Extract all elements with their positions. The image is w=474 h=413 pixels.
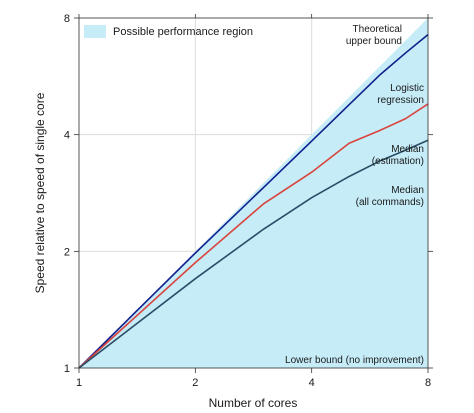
series-line-median-all-commands [78, 139, 429, 369]
annotation-lower-bound: Lower bound (no improvement) [285, 355, 424, 366]
y-tick-label: 2 [64, 246, 70, 258]
x-axis-label: Number of cores [209, 396, 298, 410]
series-line-logistic-regression [78, 33, 429, 369]
x-tick-label: 8 [425, 377, 431, 389]
annotation-upper-bound-line2: upper bound [346, 36, 402, 47]
x-tick-label: 4 [309, 377, 315, 389]
y-tick-label: 8 [64, 13, 70, 25]
annotation-median-all-line1: Median [391, 185, 424, 196]
annotation-median-all-line2: (all commands) [356, 197, 424, 208]
annotations: Theoretical upper bound Logistic regress… [285, 24, 424, 366]
plot-frame [78, 17, 429, 369]
legend-label: Possible performance region [113, 26, 253, 38]
y-tick-label: 1 [64, 363, 70, 375]
annotation-upper-bound-line1: Theoretical [353, 24, 402, 35]
performance-region [79, 18, 428, 368]
y-axis-label: Speed relative to speed of single core [33, 92, 47, 293]
x-tick-label: 2 [192, 377, 198, 389]
legend: Possible performance region [84, 25, 253, 38]
x-tick-label: 1 [76, 377, 82, 389]
legend-swatch [84, 25, 106, 38]
annotation-median-estimation-line1: Median [391, 144, 424, 155]
series-lines [78, 33, 429, 369]
annotation-logistic-line2: regression [377, 95, 424, 106]
annotation-median-estimation-line2: (estimation) [372, 156, 424, 167]
series-line-median-estimation [78, 103, 429, 369]
y-tick-label: 4 [64, 130, 70, 142]
annotation-logistic-line1: Logistic [390, 83, 424, 94]
